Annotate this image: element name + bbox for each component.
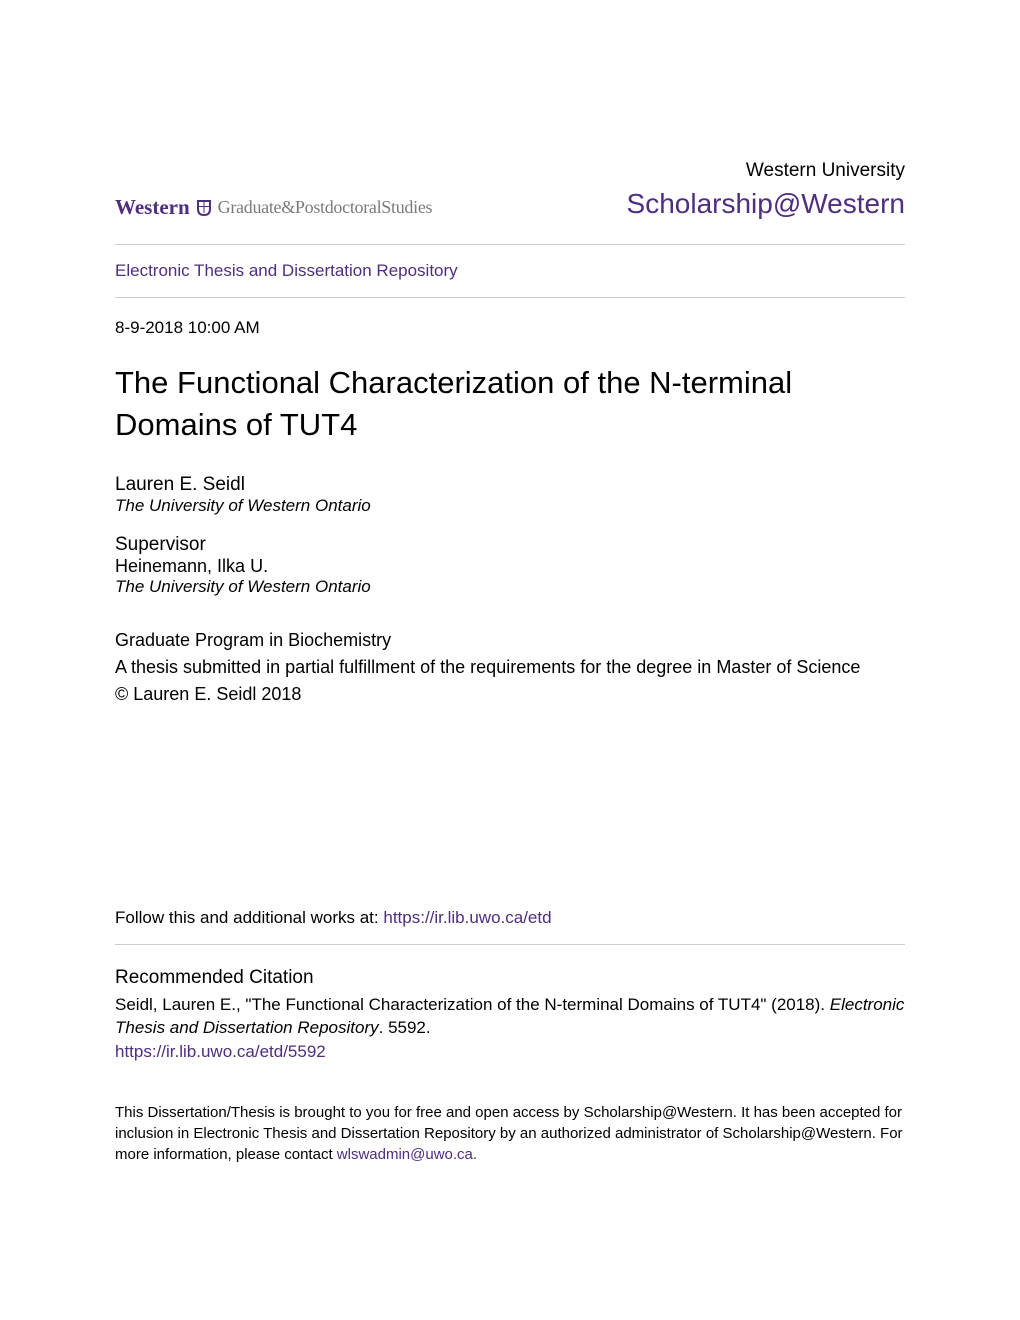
repository-row: Electronic Thesis and Dissertation Repos… — [115, 245, 905, 297]
supervisor-name: Heinemann, Ilka U. — [115, 556, 905, 577]
author-block: Lauren E. Seidl The University of Wester… — [115, 474, 905, 516]
citation-suffix: . 5592. — [379, 1018, 431, 1037]
citation-prefix: Seidl, Lauren E., "The Functional Charac… — [115, 995, 830, 1014]
follow-works-line: Follow this and additional works at: htt… — [115, 908, 905, 928]
footer-prefix: This Dissertation/Thesis is brought to y… — [115, 1104, 903, 1163]
logo-subtext: Graduate&PostdoctoralStudies — [218, 197, 433, 218]
page-header: Western Graduate&PostdoctoralStudies Wes… — [115, 160, 905, 220]
divider — [115, 297, 905, 298]
access-statement: This Dissertation/Thesis is brought to y… — [115, 1102, 905, 1165]
citation-url-link[interactable]: https://ir.lib.uwo.ca/etd/5592 — [115, 1042, 905, 1062]
copyright-line: © Lauren E. Seidl 2018 — [115, 681, 905, 708]
divider — [115, 944, 905, 945]
author-name: Lauren E. Seidl — [115, 474, 905, 496]
logo-wordmark: Western — [115, 195, 190, 220]
contact-email-link[interactable]: wlswadmin@uwo.ca. — [337, 1146, 477, 1163]
citation-text: Seidl, Lauren E., "The Functional Charac… — [115, 993, 905, 1041]
repository-link[interactable]: Electronic Thesis and Dissertation Repos… — [115, 261, 458, 280]
program-block: Graduate Program in Biochemistry A thesi… — [115, 627, 905, 708]
university-name: Western University — [627, 160, 905, 182]
program-name: Graduate Program in Biochemistry — [115, 627, 905, 654]
header-right: Western University Scholarship@Western — [627, 160, 905, 220]
degree-statement: A thesis submitted in partial fulfillmen… — [115, 654, 905, 681]
citation-heading: Recommended Citation — [115, 967, 905, 989]
author-affiliation: The University of Western Ontario — [115, 496, 905, 516]
supervisor-affiliation: The University of Western Ontario — [115, 577, 905, 597]
follow-url-link[interactable]: https://ir.lib.uwo.ca/etd — [383, 908, 551, 927]
shield-icon — [196, 199, 212, 217]
submission-date: 8-9-2018 10:00 AM — [115, 318, 905, 338]
scholarship-link[interactable]: Scholarship@Western — [627, 188, 905, 220]
page-container: Western Graduate&PostdoctoralStudies Wes… — [0, 0, 1020, 1225]
follow-prefix: Follow this and additional works at: — [115, 908, 383, 927]
citation-block: Recommended Citation Seidl, Lauren E., "… — [115, 967, 905, 1063]
supervisor-block: Supervisor Heinemann, Ilka U. The Univer… — [115, 534, 905, 597]
western-logo: Western Graduate&PostdoctoralStudies — [115, 195, 432, 220]
supervisor-label: Supervisor — [115, 534, 905, 556]
thesis-title: The Functional Characterization of the N… — [115, 362, 905, 446]
